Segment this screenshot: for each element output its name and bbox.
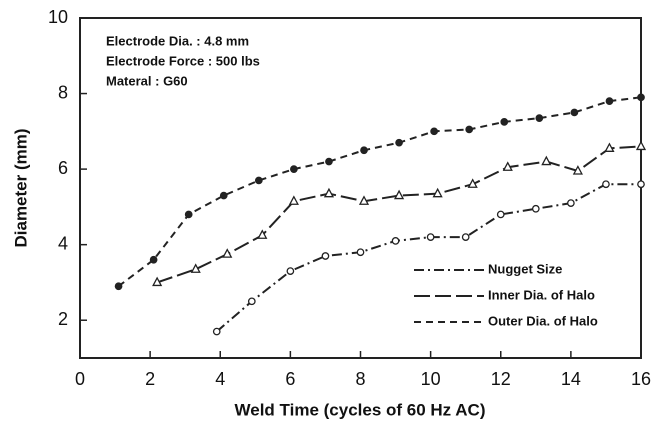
y-tick-label: 8 xyxy=(58,82,68,102)
marker xyxy=(500,118,509,126)
marker xyxy=(114,282,123,291)
marker xyxy=(212,327,221,336)
annotation: Electrode Force : 500 lbs xyxy=(106,53,260,68)
marker xyxy=(461,233,470,241)
x-tick-label: 8 xyxy=(355,369,365,389)
x-tick-label: 4 xyxy=(215,369,225,389)
marker xyxy=(152,276,163,287)
marker xyxy=(358,195,370,205)
marker xyxy=(190,263,201,273)
marker xyxy=(184,210,193,219)
series-line xyxy=(156,145,642,284)
marker xyxy=(222,248,233,258)
marker xyxy=(467,178,478,188)
legend-bg xyxy=(408,256,638,342)
marker xyxy=(432,187,443,198)
marker xyxy=(360,146,368,155)
x-tick-label: 2 xyxy=(145,369,155,389)
legend-label: Outer Dia. of Halo xyxy=(488,313,598,328)
marker xyxy=(391,237,400,245)
x-tick-label: 14 xyxy=(561,369,581,389)
marker xyxy=(604,142,615,152)
marker xyxy=(323,187,335,198)
marker xyxy=(219,191,228,200)
marker xyxy=(567,199,575,207)
series-line xyxy=(117,96,642,288)
marker xyxy=(605,97,614,105)
marker xyxy=(254,176,263,185)
marker xyxy=(286,267,295,275)
marker xyxy=(572,165,583,175)
marker xyxy=(288,195,299,205)
x-tick-label: 16 xyxy=(631,369,651,389)
marker xyxy=(290,165,298,173)
y-tick-label: 4 xyxy=(58,233,68,253)
marker xyxy=(465,125,474,134)
legend-label: Nugget Size xyxy=(488,261,562,276)
marker xyxy=(635,140,647,151)
marker xyxy=(570,108,579,117)
x-tick-label: 12 xyxy=(491,369,511,389)
marker xyxy=(502,161,513,171)
x-tick-label: 6 xyxy=(285,369,295,389)
marker xyxy=(535,114,544,122)
marker xyxy=(637,180,645,189)
marker xyxy=(602,180,610,189)
marker xyxy=(541,155,552,166)
x-tick-label: 10 xyxy=(421,369,441,389)
marker xyxy=(257,229,268,239)
y-tick-label: 2 xyxy=(58,309,68,329)
marker xyxy=(426,233,435,241)
y-tick-label: 10 xyxy=(48,7,68,27)
marker xyxy=(149,255,158,264)
marker xyxy=(393,189,405,200)
x-axis-label: Weld Time (cycles of 60 Hz AC) xyxy=(235,400,486,419)
marker xyxy=(247,297,256,306)
marker xyxy=(430,127,438,136)
marker xyxy=(637,93,645,102)
annotation: Electrode Dia. : 4.8 mm xyxy=(106,33,249,48)
marker xyxy=(531,204,540,213)
y-tick-label: 6 xyxy=(58,158,68,178)
marker xyxy=(395,138,403,147)
annotation: Materal : G60 xyxy=(106,73,188,88)
marker xyxy=(321,252,330,260)
marker xyxy=(356,248,365,257)
marker xyxy=(325,157,333,166)
legend-label: Inner Dia. of Halo xyxy=(488,287,595,302)
marker xyxy=(496,210,505,219)
x-tick-label: 0 xyxy=(75,369,85,389)
y-axis-label: Diameter (mm) xyxy=(11,128,30,247)
